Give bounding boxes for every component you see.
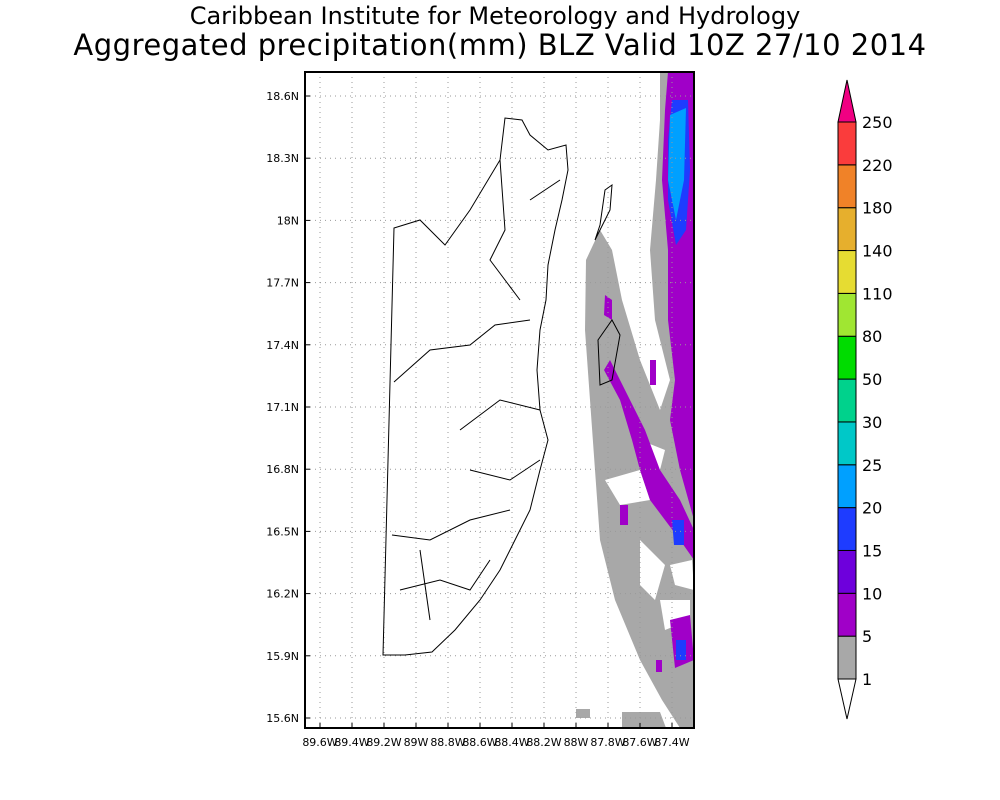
map-grid bbox=[304, 71, 695, 729]
lon-tick-label: 88.4W bbox=[494, 736, 529, 749]
lat-tick-label: 18N bbox=[277, 214, 299, 227]
colorbar-label: 220 bbox=[862, 156, 893, 175]
lon-tick-label: 88W bbox=[564, 736, 589, 749]
colorbar-segment bbox=[837, 592, 857, 637]
colorbar-label: 30 bbox=[862, 413, 882, 432]
colorbar-segment bbox=[837, 335, 857, 380]
colorbar-segment bbox=[837, 292, 857, 337]
lat-tick-label: 18.6N bbox=[266, 90, 299, 103]
colorbar-segment bbox=[837, 635, 857, 680]
lon-tick-label: 89.4W bbox=[334, 736, 369, 749]
colorbar-lower-triangle bbox=[837, 678, 857, 720]
colorbar-segment bbox=[837, 164, 857, 209]
lat-tick-label: 15.9N bbox=[266, 650, 299, 663]
country-outline bbox=[382, 117, 621, 656]
lon-tick-label: 87.8W bbox=[590, 736, 625, 749]
lon-tick-label: 87.4W bbox=[654, 736, 689, 749]
colorbar-segment bbox=[837, 121, 857, 166]
colorbar-segment bbox=[837, 464, 857, 509]
colorbar-segment bbox=[837, 507, 857, 551]
lon-tick-label: 89W bbox=[404, 736, 429, 749]
lat-tick-label: 17.4N bbox=[266, 339, 299, 352]
colorbar-segment bbox=[837, 549, 857, 594]
lon-tick-label: 88.6W bbox=[462, 736, 497, 749]
colorbar-segment bbox=[837, 421, 857, 466]
title-product: Aggregated precipitation(mm) BLZ Valid 1… bbox=[73, 28, 927, 62]
lat-tick-label: 16.5N bbox=[266, 525, 299, 538]
colorbar-label: 25 bbox=[862, 456, 882, 475]
colorbar-segment bbox=[837, 250, 857, 294]
colorbar-label: 20 bbox=[862, 499, 882, 518]
map-frame bbox=[304, 71, 695, 729]
colorbar-label: 250 bbox=[862, 113, 893, 132]
lat-tick-label: 16.8N bbox=[266, 463, 299, 476]
precip-field bbox=[576, 72, 694, 728]
colorbar-label: 50 bbox=[862, 370, 882, 389]
lon-tick-label: 88.2W bbox=[526, 736, 561, 749]
lon-tick-label: 89.2W bbox=[366, 736, 401, 749]
colorbar-segment bbox=[837, 378, 857, 423]
colorbar-label: 1 bbox=[862, 670, 872, 689]
lat-tick-label: 17.7N bbox=[266, 277, 299, 290]
colorbar-label: 15 bbox=[862, 541, 882, 560]
lon-tick-label: 88.8W bbox=[430, 736, 465, 749]
lon-tick-label: 89.6W bbox=[302, 736, 337, 749]
colorbar-upper-triangle bbox=[837, 79, 857, 123]
colorbar-label: 10 bbox=[862, 584, 882, 603]
lat-tick-label: 15.6N bbox=[266, 712, 299, 725]
lat-tick-label: 16.2N bbox=[266, 588, 299, 601]
lat-tick-label: 18.3N bbox=[266, 152, 299, 165]
colorbar-label: 140 bbox=[862, 242, 893, 261]
lat-tick-label: 17.1N bbox=[266, 401, 299, 414]
colorbar-label: 180 bbox=[862, 199, 893, 218]
colorbar-label: 110 bbox=[862, 284, 893, 303]
colorbar-label: 5 bbox=[862, 627, 872, 646]
lon-tick-label: 87.6W bbox=[622, 736, 657, 749]
title-institute: Caribbean Institute for Meteorology and … bbox=[189, 2, 801, 30]
colorbar-label: 80 bbox=[862, 327, 882, 346]
colorbar-segment bbox=[837, 207, 857, 252]
